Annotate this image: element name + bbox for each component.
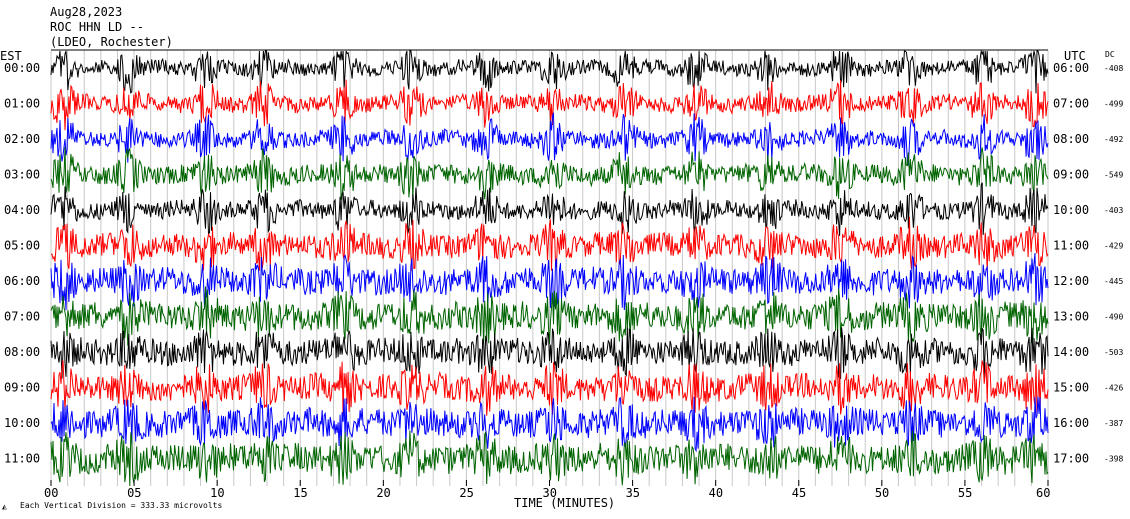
station-label: ROC HHN LD -- xyxy=(50,20,144,34)
x-tick-label: 25 xyxy=(459,486,473,500)
x-tick-label: 35 xyxy=(626,486,640,500)
est-hour-label: 10:00 xyxy=(4,416,40,430)
dc-offset-label: -492 xyxy=(1104,135,1123,144)
seismic-traces xyxy=(50,49,1049,487)
network-label: (LDEO, Rochester) xyxy=(50,35,173,49)
dc-offset-label: -403 xyxy=(1104,206,1123,215)
scale-footnote: Each Vertical Division = 333.33 microvol… xyxy=(20,501,222,510)
x-axis-ticks: 00 05 10 15 20 25 30 35 40 45 50 55 60 xyxy=(44,480,1050,500)
utc-hour-label: 09:00 xyxy=(1053,168,1089,182)
dc-offset-label: -549 xyxy=(1104,171,1123,180)
utc-hour-labels: 06:00 07:00 08:00 09:00 10:00 11:00 12:00 13:00… xyxy=(1053,61,1089,466)
trace-line xyxy=(50,112,1049,166)
est-hour-label: 01:00 xyxy=(4,97,40,111)
dc-offset-label: -503 xyxy=(1104,348,1123,357)
x-tick-label: 10 xyxy=(210,486,224,500)
x-tick-label: 50 xyxy=(875,486,889,500)
est-hour-label: 09:00 xyxy=(4,381,40,395)
utc-hour-label: 13:00 xyxy=(1053,310,1089,324)
est-hour-label: 08:00 xyxy=(4,345,40,359)
dc-offset-label: -445 xyxy=(1104,277,1123,286)
utc-hour-label: 12:00 xyxy=(1053,274,1089,288)
dc-offset-label: -490 xyxy=(1104,313,1123,322)
est-axis-title: EST xyxy=(0,49,22,63)
x-tick-label: 45 xyxy=(792,486,806,500)
x-tick-label: 05 xyxy=(127,486,141,500)
trace-line xyxy=(50,147,1049,201)
est-hour-label: 06:00 xyxy=(4,274,40,288)
utc-hour-label: 11:00 xyxy=(1053,239,1089,253)
est-hour-label: 04:00 xyxy=(4,203,40,217)
utc-hour-label: 17:00 xyxy=(1053,452,1089,466)
x-tick-label: 60 xyxy=(1036,486,1050,500)
est-hour-label: 05:00 xyxy=(4,239,40,253)
trace-line xyxy=(50,182,1049,236)
est-hour-label: 02:00 xyxy=(4,132,40,146)
trace-line xyxy=(50,216,1049,272)
utc-hour-label: 10:00 xyxy=(1053,203,1089,217)
dc-offset-label: -398 xyxy=(1104,455,1123,464)
trace-line xyxy=(50,79,1049,131)
utc-hour-label: 16:00 xyxy=(1053,416,1089,430)
x-tick-label: 30 xyxy=(543,486,557,500)
x-tick-label: 15 xyxy=(293,486,307,500)
dc-offset-label: -408 xyxy=(1104,64,1123,73)
utc-axis-title: UTC xyxy=(1064,49,1086,63)
trace-line xyxy=(50,430,1049,487)
trace-line xyxy=(50,252,1049,311)
utc-hour-label: 06:00 xyxy=(1053,61,1089,75)
utc-hour-label: 08:00 xyxy=(1053,132,1089,146)
x-tick-label: 40 xyxy=(709,486,723,500)
est-hour-label: 07:00 xyxy=(4,310,40,324)
utc-hour-label: 15:00 xyxy=(1053,381,1089,395)
x-tick-label: 00 xyxy=(44,486,58,500)
trace-line xyxy=(50,286,1049,346)
est-hour-label: 11:00 xyxy=(4,452,40,466)
utc-hour-label: 07:00 xyxy=(1053,97,1089,111)
x-tick-label: 55 xyxy=(958,486,972,500)
date-label: Aug28,2023 xyxy=(50,5,122,19)
dc-offset-labels: -408 -499 -492 -549 -403 -429 -445 -490 -503 -426… xyxy=(1104,64,1123,464)
est-hour-label: 00:00 xyxy=(4,61,40,75)
est-hour-labels: 00:00 01:00 02:00 03:00 04:00 05:00 06:00 07:00… xyxy=(4,61,40,466)
x-axis-label: TIME (MINUTES) xyxy=(514,496,615,510)
dc-offset-label: -499 xyxy=(1104,100,1123,109)
est-hour-label: 03:00 xyxy=(4,168,40,182)
dc-offset-label: -387 xyxy=(1104,419,1123,428)
x-tick-label: 20 xyxy=(376,486,390,500)
utc-hour-label: 14:00 xyxy=(1053,345,1089,359)
trace-line xyxy=(50,360,1049,417)
scale-note-icon: ◭ xyxy=(2,502,7,511)
dc-axis-title: DC xyxy=(1105,50,1115,59)
dc-offset-label: -426 xyxy=(1104,384,1123,393)
trace-line xyxy=(50,49,1049,94)
trace-line xyxy=(50,327,1049,380)
trace-line xyxy=(50,396,1049,453)
dc-offset-label: -429 xyxy=(1104,242,1123,251)
